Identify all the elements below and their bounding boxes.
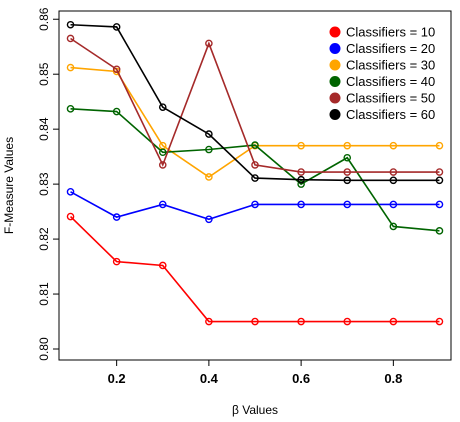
series-4 — [66, 105, 444, 235]
data-point — [251, 174, 259, 182]
data-point — [389, 141, 398, 150]
data-point — [205, 215, 213, 224]
legend-swatch — [329, 59, 341, 71]
data-point — [297, 317, 305, 326]
data-point — [205, 317, 213, 326]
data-point — [297, 200, 305, 209]
series-5 — [66, 34, 444, 176]
x-tick-label: 0.4 — [200, 371, 219, 386]
x-axis-title: β Values — [232, 403, 278, 417]
data-point — [251, 317, 259, 326]
data-point — [297, 141, 305, 150]
legend-label: Classifiers = 10 — [346, 25, 435, 40]
data-point — [343, 317, 352, 326]
data-point — [66, 105, 75, 113]
legend-swatch — [329, 26, 341, 38]
legend-item: Classifiers = 50 — [329, 91, 435, 106]
data-point — [389, 176, 398, 185]
series-line — [70, 23, 440, 182]
data-point — [205, 39, 213, 48]
x-tick-label: 0.8 — [384, 371, 402, 386]
data-point — [112, 213, 121, 221]
legend-item: Classifiers = 40 — [329, 74, 435, 89]
legend-label: Classifiers = 60 — [346, 107, 435, 122]
data-point — [389, 168, 398, 176]
data-point — [112, 257, 121, 266]
data-point — [435, 168, 444, 176]
data-point — [66, 63, 75, 72]
x-tick-label: 0.2 — [108, 371, 126, 386]
legend-swatch — [329, 92, 341, 104]
data-point — [158, 103, 167, 111]
data-point — [343, 176, 352, 185]
data-point — [251, 161, 259, 169]
data-point — [389, 200, 398, 209]
legend-item: Classifiers = 30 — [329, 58, 435, 73]
data-point — [205, 145, 213, 154]
data-point — [158, 161, 167, 169]
data-point — [251, 200, 259, 209]
data-point — [251, 141, 259, 149]
data-point — [343, 200, 352, 209]
data-point — [435, 200, 444, 209]
y-axis-title: F-Measure Values — [2, 137, 16, 234]
legend-item: Classifiers = 20 — [329, 41, 435, 56]
y-tick-label: 0.86 — [37, 7, 51, 31]
series-1 — [66, 212, 444, 326]
data-point — [297, 180, 305, 188]
data-point — [66, 188, 75, 196]
y-tick-label: 0.80 — [37, 337, 51, 361]
data-point — [435, 176, 444, 185]
plot-frame — [58, 10, 452, 361]
y-tick-label: 0.85 — [37, 62, 51, 86]
data-point — [205, 130, 213, 138]
data-point — [66, 34, 75, 43]
data-point — [297, 168, 305, 176]
data-point — [205, 173, 213, 181]
data-point — [343, 153, 352, 162]
y-tick-label: 0.84 — [37, 117, 51, 141]
series-6 — [66, 20, 444, 185]
data-point — [297, 175, 305, 184]
data-point — [66, 212, 75, 221]
legend-swatch — [329, 109, 341, 120]
data-point — [343, 141, 352, 150]
data-point — [112, 107, 121, 116]
y-tick-label: 0.82 — [37, 227, 51, 251]
data-point — [158, 148, 167, 157]
series-line — [70, 191, 440, 221]
series-line — [69, 215, 440, 323]
data-point — [389, 317, 398, 326]
series-line — [70, 37, 440, 173]
legend-label: Classifiers = 30 — [346, 58, 435, 73]
legend-item: Classifiers = 10 — [329, 25, 435, 40]
data-point — [66, 20, 75, 29]
y-tick-label: 0.83 — [37, 172, 51, 196]
data-point — [435, 317, 444, 326]
data-point — [435, 141, 444, 150]
legend-label: Classifiers = 20 — [346, 41, 435, 56]
data-point — [389, 222, 398, 231]
data-point — [112, 65, 121, 74]
legend-swatch — [329, 43, 341, 54]
legend-label: Classifiers = 50 — [346, 91, 435, 106]
data-point — [112, 23, 121, 31]
data-point — [343, 168, 352, 176]
x-tick-label: 0.6 — [292, 371, 310, 386]
legend-label: Classifiers = 40 — [346, 74, 435, 89]
legend-swatch — [329, 76, 341, 87]
legend-item: Classifiers = 60 — [329, 107, 435, 122]
data-point — [435, 227, 444, 235]
series-line — [70, 108, 440, 232]
y-tick-label: 0.81 — [37, 282, 51, 306]
data-point — [158, 200, 167, 209]
data-point — [158, 261, 167, 270]
